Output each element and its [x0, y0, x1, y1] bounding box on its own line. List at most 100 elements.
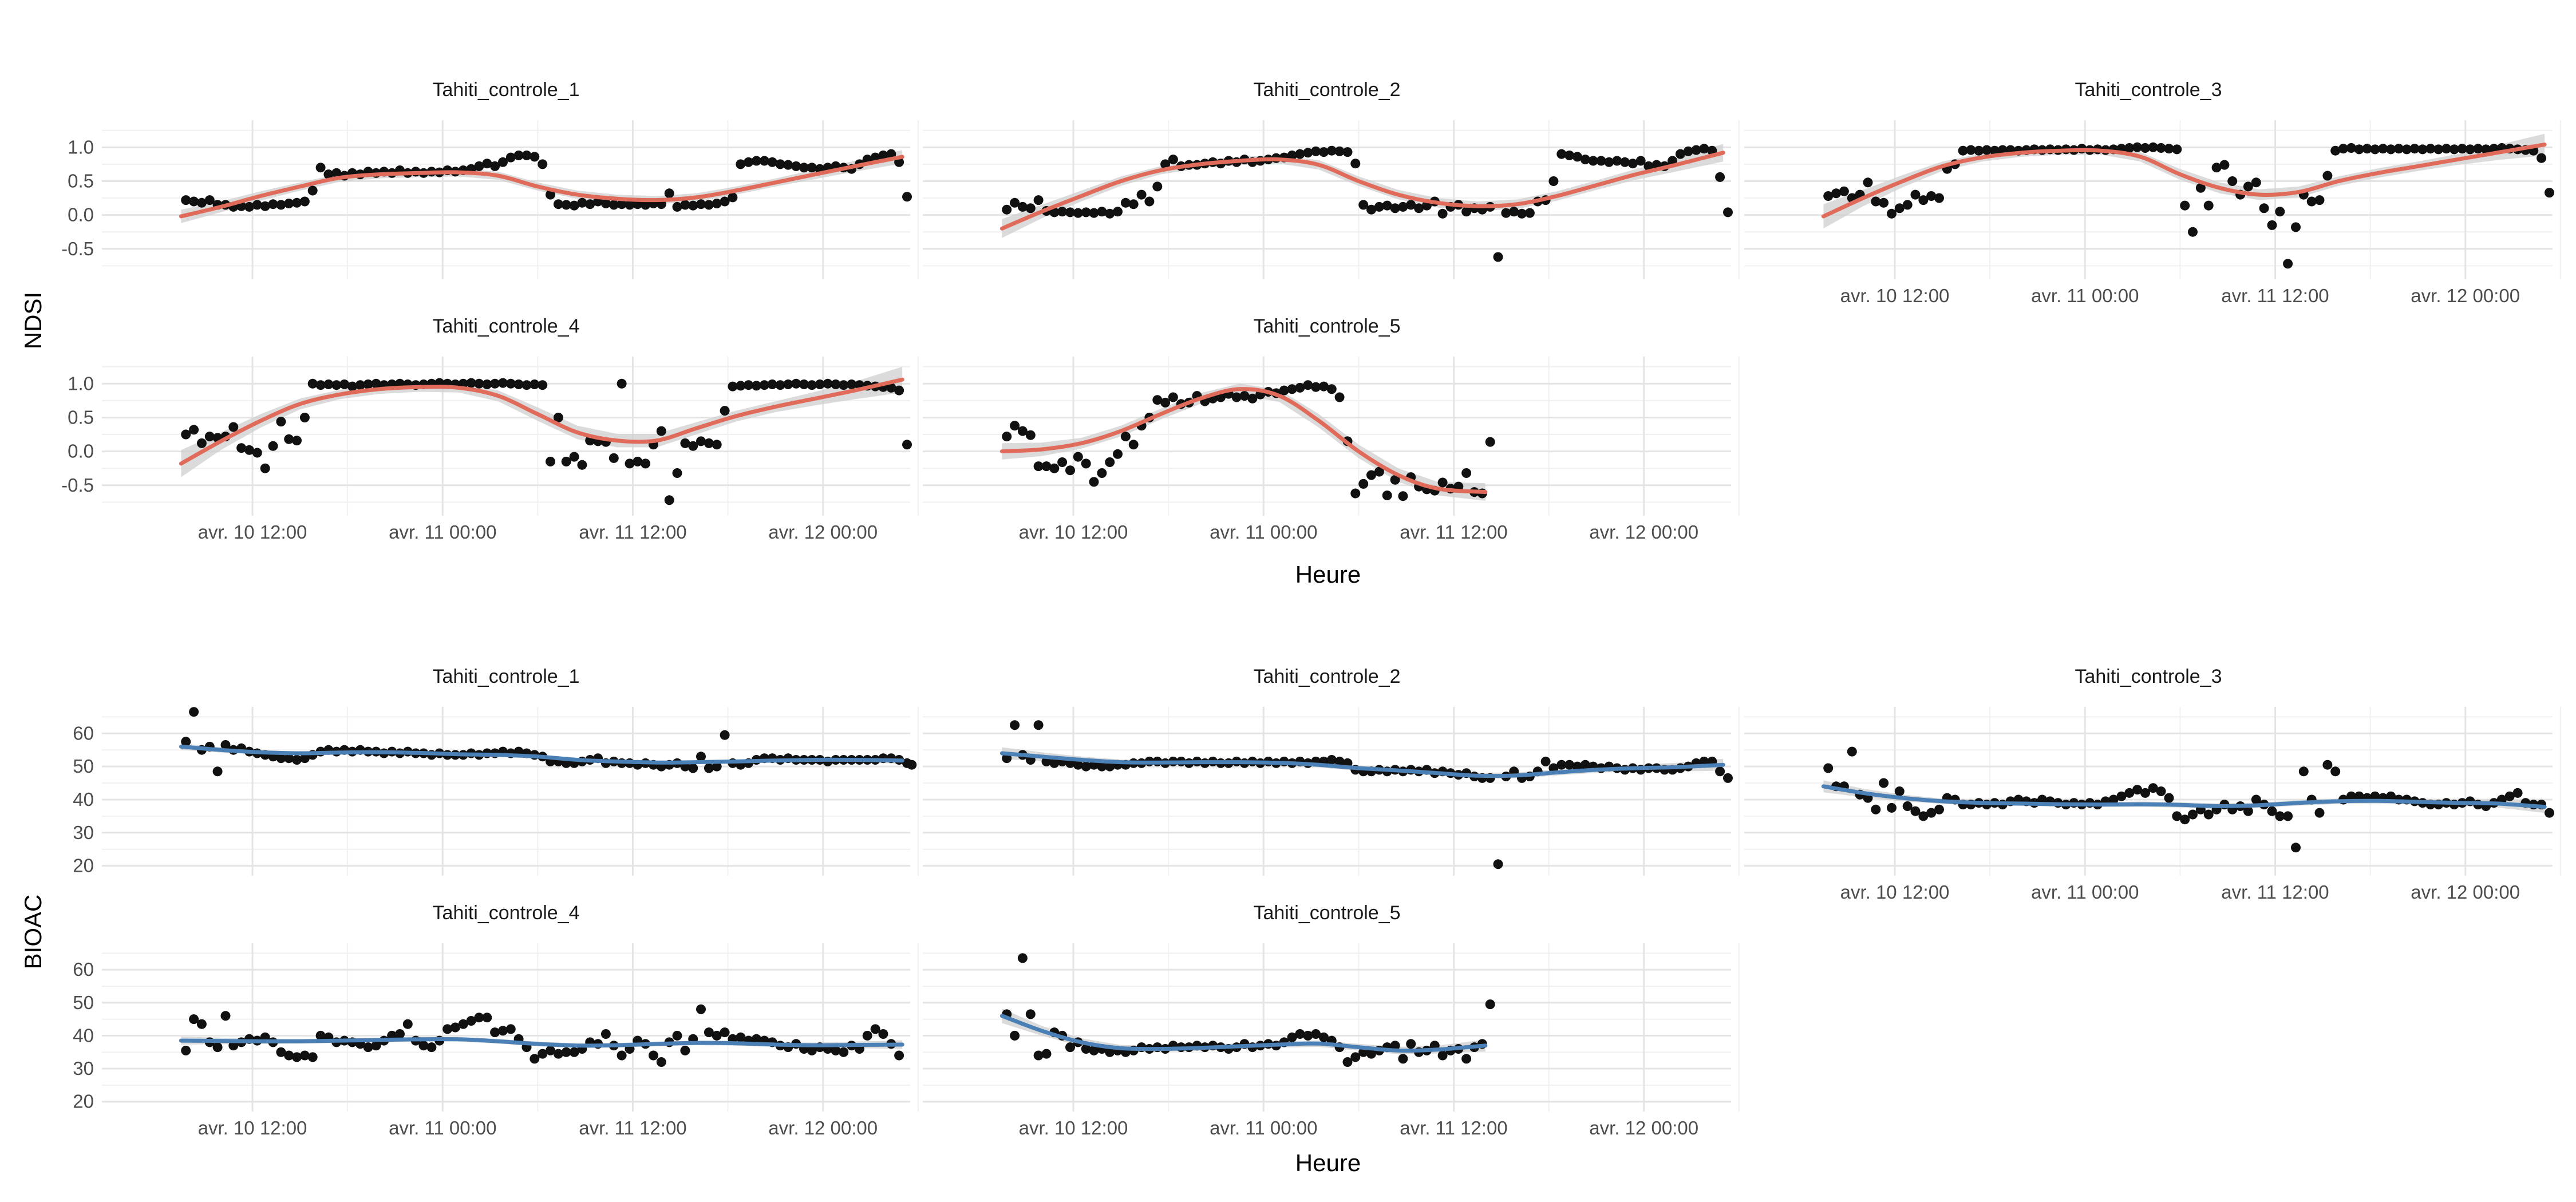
data-point [1065, 465, 1075, 476]
data-point [2346, 791, 2356, 801]
data-point [1311, 382, 1321, 392]
data-point [1580, 155, 1590, 165]
data-point [474, 378, 484, 389]
data-point [2457, 144, 2467, 154]
data-point [284, 1050, 294, 1061]
data-point [1081, 207, 1091, 218]
data-point [1517, 208, 1527, 219]
data-point [1461, 468, 1472, 478]
data-point [1152, 395, 1163, 405]
data-point [2370, 144, 2380, 155]
data-point [2465, 144, 2475, 155]
data-point [2180, 200, 2190, 211]
data-point [704, 438, 714, 448]
data-point [569, 452, 579, 462]
data-point [2346, 143, 2356, 153]
data-point [2243, 806, 2253, 816]
data-point [315, 163, 326, 173]
data-point [1934, 193, 1944, 203]
data-point [1097, 468, 1107, 478]
data-point [807, 1045, 817, 1055]
ndsi-y-axis-title: NDSI [19, 292, 46, 349]
data-point [1556, 149, 1567, 159]
data-point [1572, 152, 1582, 162]
data-point [783, 379, 793, 389]
data-point [474, 161, 484, 171]
data-point [402, 1019, 413, 1029]
data-point [1966, 145, 1976, 155]
bioac-y-tick-label: 50 [73, 992, 94, 1013]
data-point [2481, 144, 2491, 155]
data-point [736, 159, 746, 169]
data-point [1017, 953, 1028, 963]
data-point [474, 1013, 484, 1023]
bioac-y-tick-label: 20 [73, 1091, 94, 1112]
data-point [1350, 1052, 1361, 1062]
ndsi-facet-title: Tahiti_controle_2 [1253, 79, 1400, 101]
data-point [299, 753, 310, 764]
data-point [1334, 146, 1345, 156]
data-point [680, 200, 690, 210]
data-point [2156, 786, 2166, 796]
data-point [538, 159, 548, 169]
data-point [656, 426, 666, 436]
x-tick-label: avr. 11 12:00 [579, 1117, 686, 1138]
data-point [751, 1034, 761, 1044]
data-point [1374, 466, 1384, 477]
data-point [1287, 151, 1297, 160]
data-point [1934, 804, 1944, 814]
data-point [799, 379, 809, 389]
data-point [1279, 385, 1289, 396]
data-point [1358, 200, 1369, 210]
bioac-y-tick-label: 60 [73, 722, 94, 744]
data-point [2512, 788, 2523, 798]
ndsi-facet-title: Tahiti_controle_5 [1253, 315, 1400, 337]
data-point [2283, 259, 2293, 269]
data-point [847, 379, 857, 389]
data-point [2172, 144, 2182, 155]
x-tick-label: avr. 11 00:00 [2031, 285, 2139, 306]
data-point [1989, 145, 2000, 156]
data-point [1461, 1054, 1472, 1064]
data-point [530, 1054, 540, 1064]
data-point [1839, 186, 1849, 196]
data-point [1017, 201, 1028, 212]
data-point [1871, 804, 1881, 814]
data-point [1049, 463, 1060, 473]
data-point [553, 1049, 563, 1059]
ndsi-facet-5: Tahiti_controle_5 avr. 10 12:00 avr. 11 00… [923, 315, 1740, 543]
data-point [1879, 197, 1889, 208]
data-point [720, 1027, 730, 1038]
data-point [1910, 189, 1921, 200]
data-point [688, 200, 698, 211]
data-point [1160, 397, 1171, 408]
data-point [1398, 491, 1408, 501]
data-point [371, 378, 381, 389]
data-point [466, 378, 476, 388]
data-point [2251, 794, 2261, 805]
smooth-line [179, 155, 904, 219]
bioac-facet-title: Tahiti_controle_4 [432, 902, 579, 924]
data-point [2124, 788, 2135, 798]
data-point [600, 1029, 611, 1039]
ndsi-facet-title: Tahiti_controle_4 [432, 315, 579, 337]
data-point [196, 1019, 207, 1029]
data-point [212, 766, 223, 777]
data-point [617, 199, 627, 209]
data-point [680, 438, 690, 448]
data-point [204, 432, 215, 442]
x-tick-label: avr. 11 12:00 [2221, 881, 2329, 903]
data-point [1287, 384, 1297, 394]
data-point [696, 436, 706, 446]
data-point [720, 730, 730, 740]
data-point [1540, 756, 1551, 766]
data-point [1319, 147, 1329, 157]
ndsi-y-tick-label: 0.5 [68, 170, 94, 191]
data-point [189, 1014, 199, 1025]
data-point [1691, 145, 1701, 155]
data-point [751, 156, 761, 166]
data-point [1311, 146, 1321, 156]
data-point [2180, 814, 2190, 825]
data-point [561, 1047, 571, 1057]
data-point [1160, 159, 1171, 169]
